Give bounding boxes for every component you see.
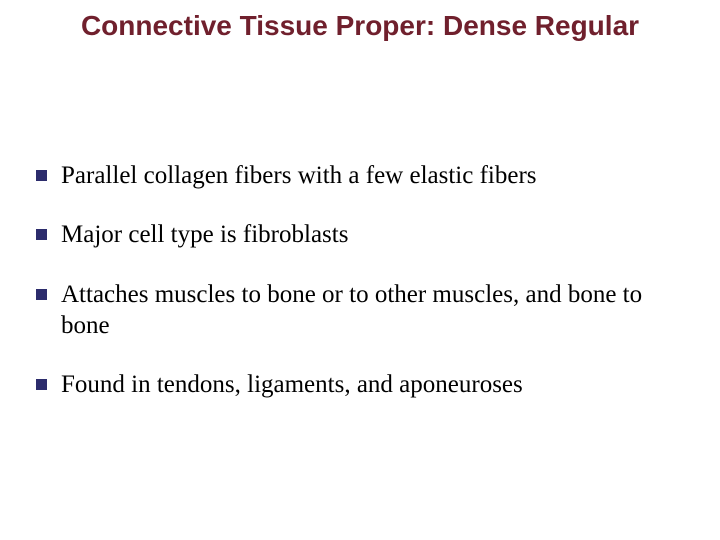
list-item: Major cell type is fibroblasts xyxy=(36,219,680,250)
slide: Connective Tissue Proper: Dense Regular … xyxy=(0,0,720,540)
square-bullet-icon xyxy=(36,379,47,390)
square-bullet-icon xyxy=(36,170,47,181)
bullet-list: Parallel collagen fibers with a few elas… xyxy=(36,160,680,428)
list-item: Attaches muscles to bone or to other mus… xyxy=(36,279,680,342)
bullet-text: Attaches muscles to bone or to other mus… xyxy=(61,279,680,342)
list-item: Parallel collagen fibers with a few elas… xyxy=(36,160,680,191)
slide-title: Connective Tissue Proper: Dense Regular xyxy=(0,10,720,42)
square-bullet-icon xyxy=(36,289,47,300)
bullet-text: Found in tendons, ligaments, and aponeur… xyxy=(61,369,680,400)
square-bullet-icon xyxy=(36,229,47,240)
bullet-text: Major cell type is fibroblasts xyxy=(61,219,680,250)
bullet-text: Parallel collagen fibers with a few elas… xyxy=(61,160,680,191)
list-item: Found in tendons, ligaments, and aponeur… xyxy=(36,369,680,400)
